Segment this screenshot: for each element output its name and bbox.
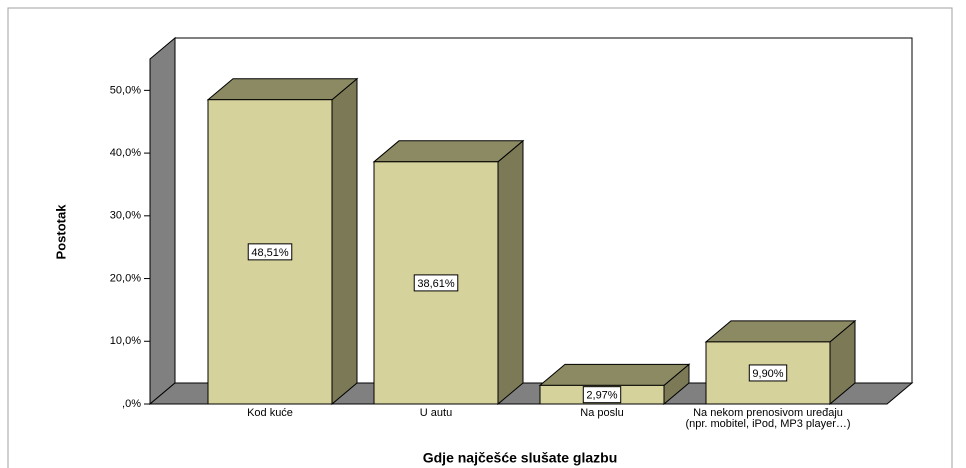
value-label: 2,97% (586, 390, 617, 402)
side-wall (149, 36, 176, 406)
y-tick-label: 10,0% (110, 335, 141, 347)
y-tick-label: ,0% (122, 398, 141, 410)
bar-top (538, 363, 691, 386)
value-label: 9,90% (752, 368, 783, 380)
value-label: 38,61% (417, 278, 455, 290)
bar-side (331, 77, 358, 406)
value-label-box (247, 243, 293, 261)
x-tick-label: Na poslu (580, 407, 624, 419)
bar-top (372, 140, 525, 163)
value-label-box (413, 274, 459, 292)
y-tick-label: 30,0% (110, 210, 141, 222)
bar-top (206, 78, 359, 101)
frame (7, 7, 953, 468)
value-label-box (748, 364, 788, 382)
y-axis-title: Postotak (53, 204, 68, 260)
y-tick-label: 50,0% (110, 84, 141, 96)
bar-top (704, 320, 857, 343)
value-label-box (582, 386, 622, 404)
bar-side (497, 139, 524, 406)
x-tick-label: Kod kuće (247, 407, 293, 419)
x-axis-title: Gdje najčešće slušate glazbu (423, 450, 618, 466)
y-tick-label: 20,0% (110, 272, 141, 284)
x-tick-label: U autu (419, 407, 453, 419)
value-label: 48,51% (251, 247, 289, 259)
y-tick-label: 40,0% (110, 147, 141, 159)
x-tick-label: Na nekom prenosivom uređaju (npr. mobite… (685, 407, 851, 430)
